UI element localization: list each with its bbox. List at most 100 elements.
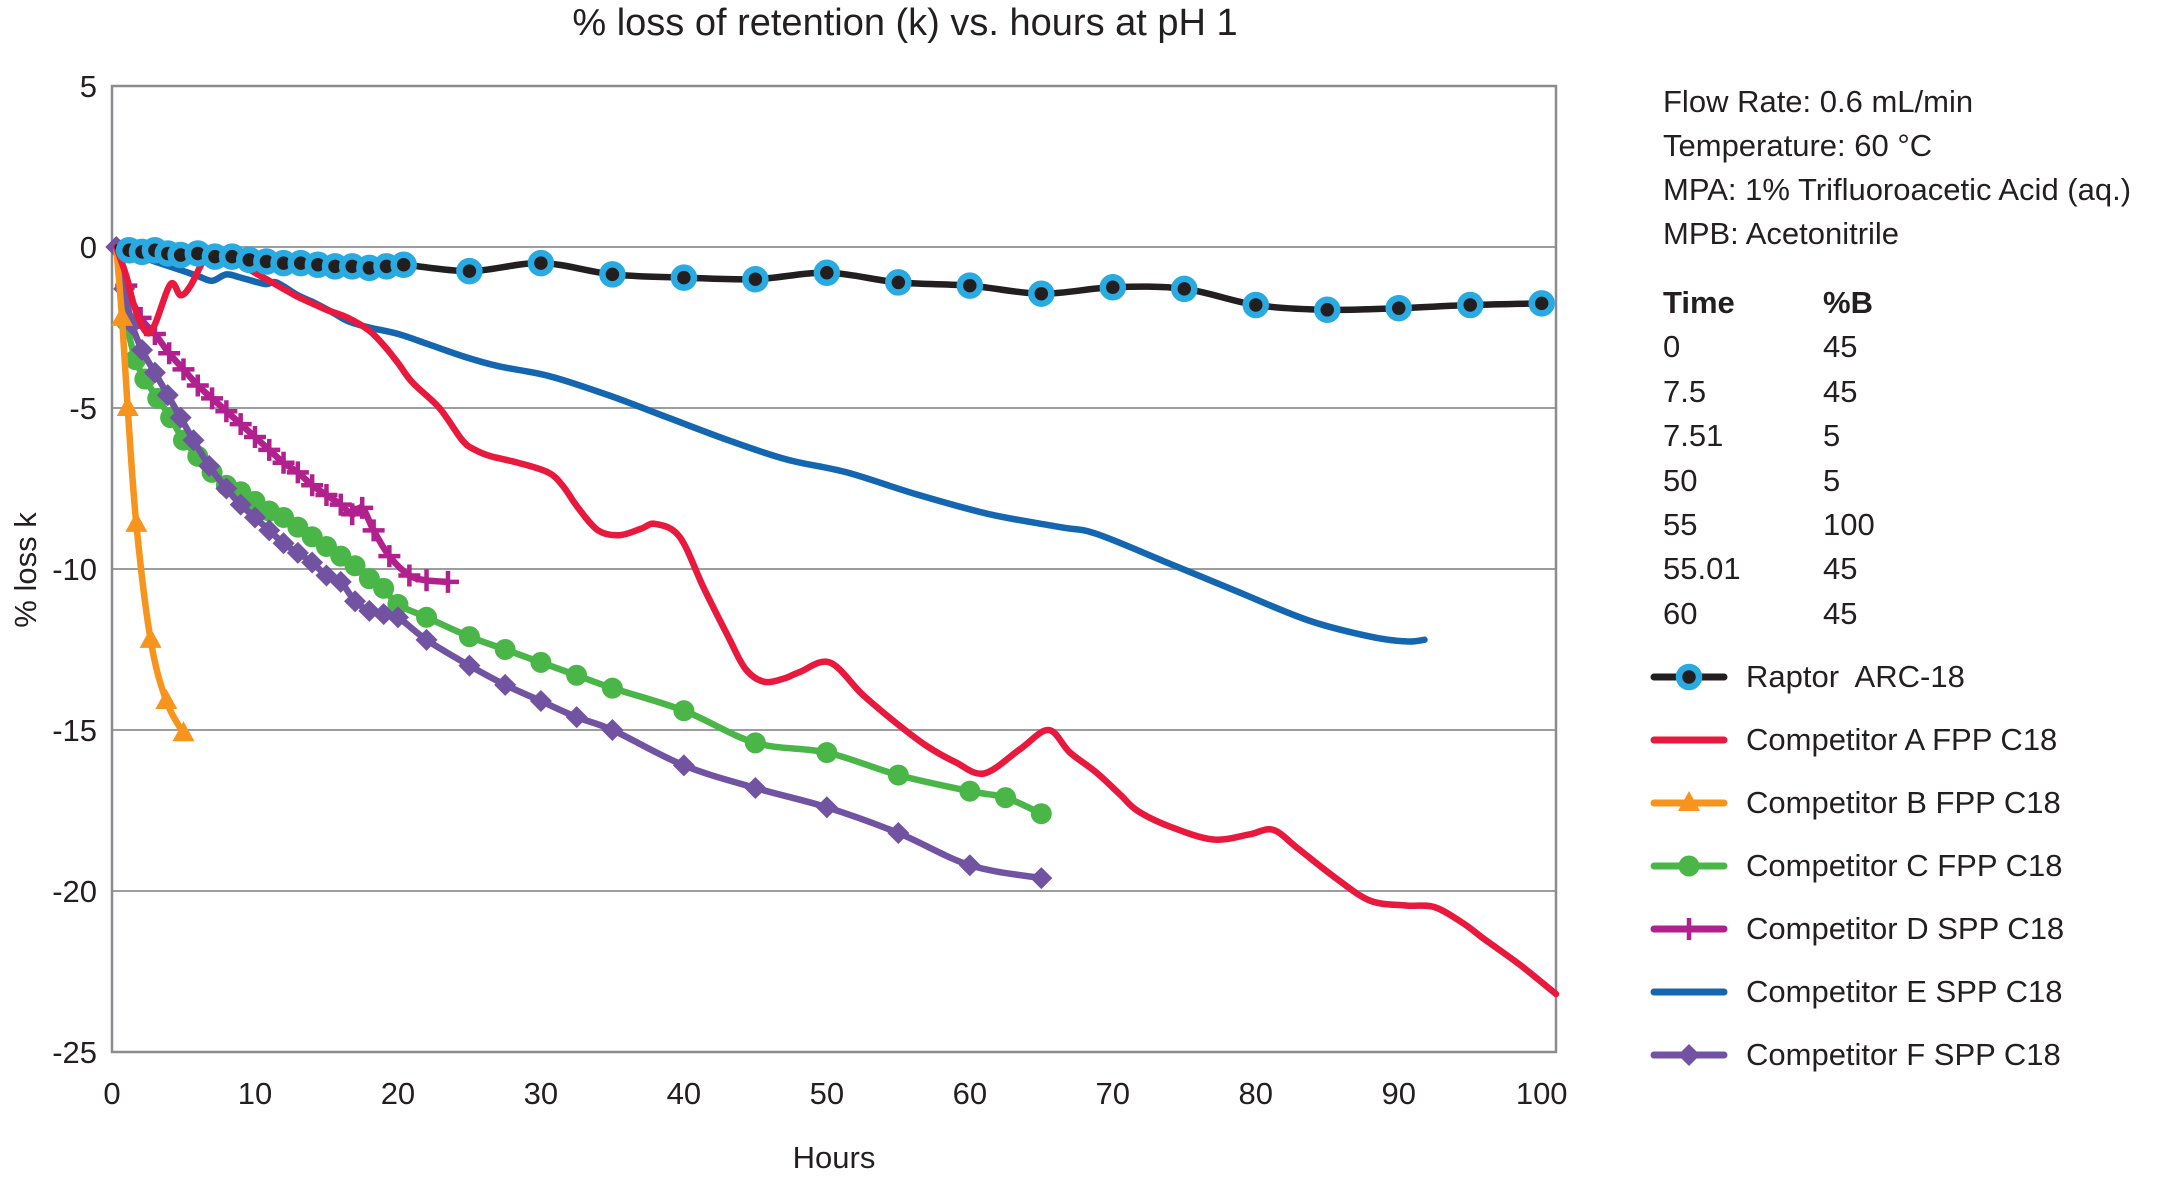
x-tick-label: 40 xyxy=(667,1076,701,1111)
series-marker-triangle xyxy=(1678,791,1700,811)
series-marker-diamond xyxy=(131,339,154,362)
page-title: % loss of retention (k) vs. hours at pH … xyxy=(572,2,1238,44)
series-marker-diamond xyxy=(529,690,552,713)
series-line xyxy=(113,243,1560,998)
x-tick-label: 100 xyxy=(1516,1076,1568,1111)
series-competitor-a xyxy=(113,243,1560,998)
series-marker-diamond xyxy=(272,532,295,555)
series-marker-diamond xyxy=(386,606,409,629)
table-header: Time xyxy=(1663,285,1735,320)
legend-item: Competitor D SPP C18 xyxy=(1648,911,2064,947)
table-header: %B xyxy=(1823,285,1873,320)
series-marker-diamond xyxy=(182,429,205,452)
series-marker-triangle xyxy=(116,396,139,416)
condition-line: MPB: Acetonitrile xyxy=(1663,216,1900,251)
y-tick-label: 5 xyxy=(80,69,97,104)
series-marker-circle xyxy=(416,606,438,628)
series-marker-circle-ring xyxy=(1385,294,1412,322)
series-marker-diamond xyxy=(286,541,309,564)
legend-label: Competitor F SPP C18 xyxy=(1746,1037,2061,1072)
series-marker-circle-ring xyxy=(1099,274,1127,301)
series-marker-circle xyxy=(344,555,366,577)
legend-item: Competitor A FPP C18 xyxy=(1648,722,2064,758)
series-competitor-f xyxy=(105,236,1053,890)
series-raptor-arc-18 xyxy=(114,236,1555,324)
legend-swatch-plus-icon xyxy=(1650,918,1728,940)
y-tick-label: -25 xyxy=(52,1035,97,1070)
series-marker-diamond xyxy=(372,603,395,626)
table-cell: 5 xyxy=(1823,462,1841,498)
series-marker-plus xyxy=(286,461,309,484)
series-marker-plus xyxy=(1678,918,1700,940)
series-marker-plus xyxy=(201,387,224,410)
table-cell: 7.5 xyxy=(1663,373,1707,409)
gradient-table: Time %B 0 45 7.5 45 7.51 5 50 5 55 100 55.01 45 60 45 xyxy=(1663,281,1933,636)
table-cell: 7.51 xyxy=(1663,418,1724,454)
series-competitor-d xyxy=(113,243,459,593)
series-marker-circle-ring xyxy=(956,272,984,299)
series-marker-diamond xyxy=(229,493,252,516)
series-competitor-b xyxy=(111,243,195,742)
series-marker-circle-ring xyxy=(456,257,483,285)
series-marker-circle-ring xyxy=(742,265,769,293)
legend-item: Raptor ARC-18 xyxy=(1648,659,2064,695)
series-marker-diamond xyxy=(215,477,238,500)
y-axis-title: % loss k xyxy=(8,512,43,628)
series-marker-circle xyxy=(530,651,552,673)
series-marker-diamond xyxy=(887,822,910,845)
series-marker-circle-ring xyxy=(1313,296,1341,324)
series-marker-diamond xyxy=(1678,1044,1700,1066)
series-marker-triangle xyxy=(172,721,195,742)
series-marker-diamond xyxy=(815,796,838,819)
series-marker-diamond xyxy=(156,384,179,407)
table-cell: 45 xyxy=(1823,595,1858,631)
table-cell: 45 xyxy=(1823,373,1858,409)
condition-line: Flow Rate: 0.6 mL/min xyxy=(1663,84,1974,119)
series-marker-diamond xyxy=(494,673,517,696)
series-marker-plus xyxy=(258,438,281,461)
series-marker-triangle xyxy=(111,305,134,326)
series-marker-diamond xyxy=(1030,867,1053,890)
x-tick-label: 70 xyxy=(1096,1076,1130,1111)
table-cell: 0 xyxy=(1663,329,1681,365)
series-marker-plus xyxy=(436,570,459,593)
series-marker-plus xyxy=(301,474,324,497)
series-marker-circle-ring xyxy=(1456,291,1484,319)
x-tick-label: 80 xyxy=(1239,1076,1273,1111)
legend-swatch-circle-icon xyxy=(1650,855,1728,877)
legend-swatch-line-icon xyxy=(1650,736,1728,744)
table-cell: 45 xyxy=(1823,551,1858,587)
series-marker-circle xyxy=(1678,855,1700,877)
series-marker-diamond xyxy=(198,454,221,477)
legend: Raptor ARC-18 Competitor A FPP C18 Competi… xyxy=(1648,659,2064,1073)
condition-line: MPA: 1% Trifluoroacetic Acid (aq.) xyxy=(1663,172,2132,207)
table-cell: 50 xyxy=(1663,462,1698,498)
series-marker-circle xyxy=(387,593,409,615)
series-marker-circle xyxy=(995,787,1017,809)
x-tick-label: 20 xyxy=(381,1076,415,1111)
legend-label: Competitor D SPP C18 xyxy=(1746,911,2065,946)
series-marker-circle-ring xyxy=(670,264,698,291)
series-marker-circle-ring xyxy=(1242,291,1270,319)
legend-item: Competitor E SPP C18 xyxy=(1648,974,2064,1010)
series-marker-plus xyxy=(272,451,295,474)
legend-swatch-circle-ring-icon xyxy=(1650,663,1728,691)
condition-line: Temperature: 60 °C xyxy=(1663,128,1933,163)
y-tick-label: -5 xyxy=(69,391,97,426)
table-cell: 60 xyxy=(1663,595,1698,631)
series-marker-plus xyxy=(215,400,238,423)
series-marker-circle xyxy=(673,700,695,722)
series-marker-circle-ring xyxy=(885,269,912,296)
series-marker-circle xyxy=(373,577,395,599)
x-tick-label: 30 xyxy=(524,1076,558,1111)
series-marker-circle-ring xyxy=(1528,290,1555,317)
y-tick-label: 0 xyxy=(80,230,97,265)
series-marker-plus xyxy=(415,569,438,592)
series-marker-circle-ring xyxy=(1675,663,1703,691)
series-marker-plus xyxy=(398,564,421,587)
series-marker-circle-ring xyxy=(390,251,417,278)
series-marker-diamond xyxy=(358,599,381,622)
series-marker-circle-ring xyxy=(1171,275,1198,303)
table-cell: 5 xyxy=(1823,418,1841,454)
legend-item: Competitor B FPP C18 xyxy=(1648,785,2064,821)
